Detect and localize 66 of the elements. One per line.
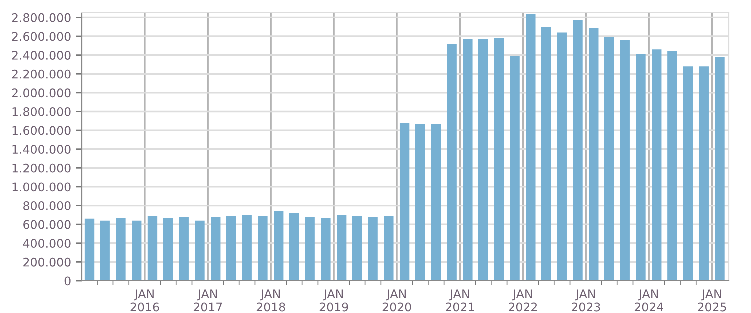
x-tick-label: JAN 2025 bbox=[698, 290, 726, 312]
bar bbox=[163, 218, 174, 281]
bar bbox=[100, 220, 110, 281]
y-tick-label: 600.000 bbox=[24, 220, 71, 230]
bar bbox=[211, 217, 221, 281]
x-tick-label: JAN 2024 bbox=[634, 290, 664, 312]
x-tick-label: JAN 2021 bbox=[446, 290, 474, 312]
bar bbox=[447, 44, 457, 281]
bar bbox=[463, 39, 473, 281]
bar bbox=[494, 38, 504, 281]
bar bbox=[116, 218, 126, 281]
bar bbox=[400, 123, 410, 281]
y-tick-label: 2.400.000 bbox=[12, 51, 71, 60]
bar bbox=[715, 57, 725, 281]
bar bbox=[620, 40, 630, 281]
bar bbox=[478, 39, 488, 281]
bar bbox=[242, 215, 252, 281]
x-tick-label: JAN 2022 bbox=[509, 290, 538, 312]
x-tick-label: JAN 2023 bbox=[572, 290, 600, 312]
y-tick-label: 1.000.000 bbox=[12, 182, 71, 192]
y-tick-label: 1.200.000 bbox=[12, 164, 71, 173]
bar bbox=[368, 217, 378, 281]
y-tick-label: 1.600.000 bbox=[12, 126, 71, 136]
bar bbox=[226, 216, 236, 281]
bar bbox=[541, 27, 552, 281]
y-tick-label: 2.000.000 bbox=[12, 88, 71, 98]
bar bbox=[510, 56, 520, 281]
bar bbox=[636, 54, 646, 281]
bar bbox=[604, 37, 614, 281]
y-tick-label: 1.800.000 bbox=[12, 107, 71, 116]
x-tick-label: JAN 2017 bbox=[194, 290, 222, 312]
bar bbox=[526, 14, 536, 281]
bar bbox=[289, 213, 300, 281]
y-tick-label: 0 bbox=[64, 276, 71, 286]
x-tick-label: JAN 2019 bbox=[320, 290, 348, 312]
bar bbox=[84, 218, 95, 281]
x-tick-label: JAN 2016 bbox=[130, 290, 160, 312]
y-tick-label: 2.800.000 bbox=[12, 13, 71, 22]
bar bbox=[699, 66, 709, 281]
bar bbox=[431, 124, 442, 281]
y-tick-label: 200.000 bbox=[24, 258, 71, 267]
y-tick-label: 800.000 bbox=[24, 201, 71, 210]
bar bbox=[337, 215, 347, 281]
bar bbox=[416, 124, 426, 281]
bar bbox=[652, 50, 662, 281]
bar bbox=[274, 211, 284, 281]
bar bbox=[589, 28, 599, 281]
bar bbox=[179, 217, 189, 281]
bar bbox=[195, 220, 205, 281]
bar bbox=[668, 52, 678, 281]
bar bbox=[305, 217, 315, 281]
bar bbox=[132, 220, 142, 281]
bar bbox=[352, 216, 362, 281]
bar bbox=[573, 20, 583, 281]
y-tick-label: 400.000 bbox=[23, 239, 71, 248]
y-tick-label: 2.600.000 bbox=[12, 32, 71, 42]
bar bbox=[148, 216, 158, 281]
bar bbox=[384, 216, 394, 281]
bar bbox=[321, 218, 331, 281]
bar bbox=[557, 32, 567, 281]
y-tick-label: 2.200.000 bbox=[12, 70, 71, 79]
bar bbox=[258, 216, 268, 281]
y-tick-label: 1.400.000 bbox=[12, 145, 71, 154]
x-tick-label: JAN 2018 bbox=[256, 290, 286, 312]
bar bbox=[683, 66, 694, 281]
x-tick-label: JAN 2020 bbox=[382, 290, 412, 312]
